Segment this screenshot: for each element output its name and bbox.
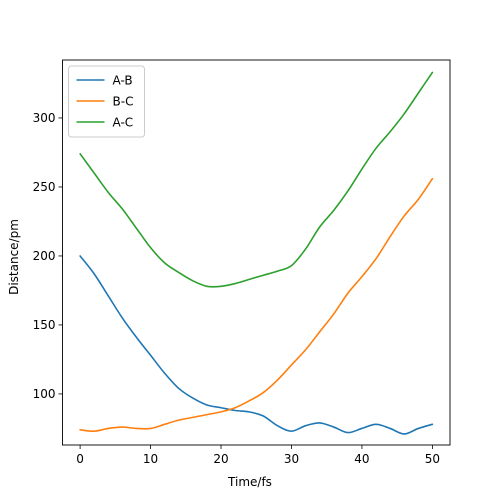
legend: A-B B-C A-C <box>68 65 145 138</box>
legend-label-b-c: B-C <box>113 95 134 109</box>
x-tick-label: 30 <box>284 452 299 466</box>
axes-frame <box>62 59 451 446</box>
x-axis-label: Time/fs <box>227 475 272 489</box>
legend-label-a-b: A-B <box>113 74 133 88</box>
y-axis-label: Distance/pm <box>7 219 21 295</box>
legend-label-a-c: A-C <box>113 116 134 130</box>
plot-area <box>79 71 434 435</box>
x-tick-label: 50 <box>425 452 440 466</box>
y-tick-label: 200 <box>33 249 56 263</box>
y-tick-label: 250 <box>33 180 56 194</box>
x-tick-label: 20 <box>213 452 228 466</box>
series-line-b-c <box>79 177 434 433</box>
y-tick-label: 100 <box>33 387 56 401</box>
y-tick-label: 300 <box>33 111 56 125</box>
axes: 0 10 20 30 40 50 100 150 200 250 300 <box>33 59 451 466</box>
series-line-a-c <box>79 71 434 288</box>
y-tick-label: 150 <box>33 318 56 332</box>
series-line-a-b <box>79 255 434 435</box>
x-tick-label: 40 <box>354 452 369 466</box>
legend-box <box>68 65 145 138</box>
x-tick-label: 10 <box>143 452 158 466</box>
x-tick-label: 0 <box>76 452 84 466</box>
